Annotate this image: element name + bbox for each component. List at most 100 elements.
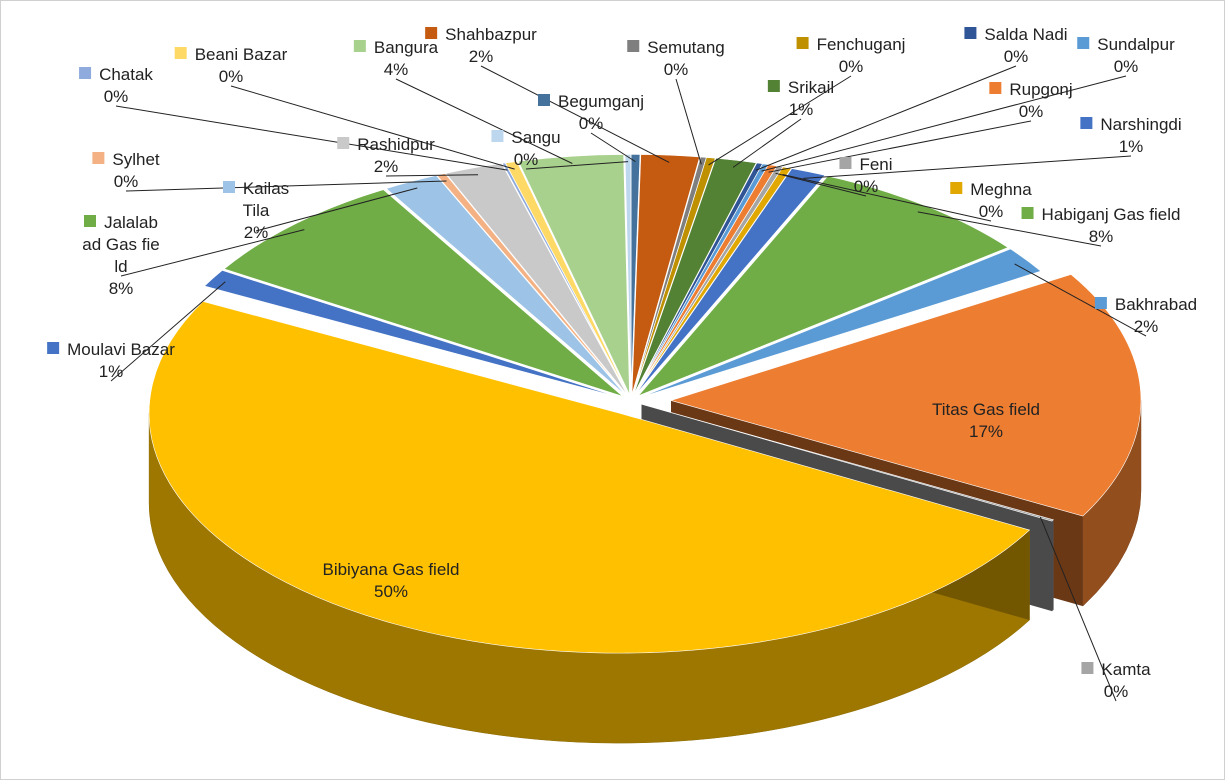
- legend-swatch: [1081, 662, 1094, 674]
- leader-line: [525, 161, 629, 170]
- leader-line: [385, 174, 479, 177]
- leader-line: [761, 75, 1127, 172]
- slice: [504, 161, 629, 395]
- label-name: Moulavi Bazar: [67, 340, 175, 359]
- data-label: Sundalpur 0%: [1077, 34, 1175, 78]
- legend-swatch: [337, 137, 350, 149]
- legend-swatch: [47, 342, 60, 354]
- label-name: Narshingdi: [1100, 115, 1182, 134]
- label-name: Rupgonj: [1009, 80, 1073, 99]
- label-percent: 0%: [853, 177, 879, 196]
- label-percent: 1%: [98, 362, 124, 381]
- legend-swatch: [222, 181, 235, 193]
- legend-swatch: [79, 67, 92, 79]
- label-name: Shahbazpur: [445, 25, 537, 44]
- legend-swatch: [767, 80, 780, 92]
- data-label: Fenchuganj 0%: [796, 34, 905, 78]
- leader-line: [1039, 516, 1117, 702]
- data-label: Srikail 1%: [767, 77, 835, 121]
- label-name: Meghna: [970, 180, 1032, 199]
- leader-line: [803, 155, 1132, 179]
- data-label: Rashidpur 2%: [337, 134, 435, 178]
- slice: [641, 403, 1054, 522]
- leader-line: [125, 180, 447, 192]
- leader-line: [768, 120, 1032, 173]
- slice: [632, 157, 716, 395]
- data-label: Chatak 0%: [79, 64, 153, 108]
- data-label: Meghna 0%: [950, 179, 1032, 223]
- slice: [223, 189, 623, 397]
- leader-line: [230, 85, 515, 170]
- leader-line: [395, 78, 573, 164]
- label-percent: 0%: [978, 202, 1004, 221]
- label-percent: 0%: [113, 172, 139, 191]
- label-percent: 2%: [1133, 317, 1159, 336]
- label-percent: 4%: [383, 60, 409, 79]
- label-percent: 0%: [218, 67, 244, 86]
- label-percent: 0%: [578, 114, 604, 133]
- label-name: Kamta: [1101, 660, 1151, 679]
- legend-swatch: [353, 40, 366, 52]
- leader-line: [917, 211, 1102, 247]
- leader-line: [775, 172, 867, 197]
- label-name: Feni: [859, 155, 893, 174]
- leader-line: [755, 65, 1017, 171]
- label-percent: 2%: [243, 223, 269, 242]
- label-name: Bibiyana Gas field: [322, 560, 460, 579]
- data-label: Semutang 0%: [627, 37, 725, 81]
- leader-line: [255, 187, 418, 232]
- label-percent: 0%: [838, 57, 864, 76]
- label-name: Bangura: [373, 38, 439, 57]
- label-name: Srikail: [787, 78, 835, 97]
- label-name: Sundalpur: [1097, 35, 1175, 54]
- label-name: Sangu: [511, 128, 561, 147]
- legend-swatch: [92, 152, 105, 164]
- label-name: Bakhrabad: [1114, 295, 1198, 314]
- data-label: Narshingdi 1%: [1080, 114, 1182, 158]
- label-percent: 0%: [1113, 57, 1139, 76]
- legend-swatch: [1080, 117, 1093, 129]
- label-percent: 8%: [1088, 227, 1114, 246]
- slice: [631, 154, 701, 395]
- legend-swatch: [1077, 37, 1090, 49]
- legend-swatch: [537, 94, 550, 106]
- leader-line: [110, 281, 226, 382]
- leader-line: [115, 105, 508, 171]
- label-name: Rashidpur: [357, 135, 435, 154]
- data-label: Beani Bazar 0%: [174, 44, 288, 88]
- slice: [640, 248, 1042, 398]
- label-percent: 2%: [373, 157, 399, 176]
- data-label: Feni 0%: [839, 154, 893, 198]
- slice: [148, 301, 1031, 654]
- legend-swatch: [174, 47, 187, 59]
- label-percent: 0%: [103, 87, 129, 106]
- label-name: Salda Nadi: [984, 25, 1068, 44]
- label-name: Habiganj Gas field: [1041, 205, 1181, 224]
- legend-swatch: [84, 215, 97, 227]
- label-percent: 0%: [1018, 102, 1044, 121]
- leader-line: [732, 118, 802, 168]
- leader-line: [708, 75, 852, 166]
- data-label: Jalalabad Gas field 8%: [81, 212, 161, 300]
- label-name: Titas Gas field: [931, 400, 1041, 419]
- data-label: Moulavi Bazar 1%: [47, 339, 175, 383]
- legend-swatch: [964, 27, 977, 39]
- label-percent: 17%: [968, 422, 1004, 441]
- label-percent: 50%: [373, 582, 409, 601]
- leader-line: [1014, 263, 1147, 337]
- slice: [633, 157, 757, 395]
- legend-swatch: [1021, 207, 1034, 219]
- data-label: Shahbazpur 2%: [425, 24, 537, 68]
- data-label: Kailas Tila 2%: [221, 178, 291, 244]
- label-name: Sylhet: [112, 150, 160, 169]
- label-percent: 1%: [1118, 137, 1144, 156]
- label-name: Beani Bazar: [194, 45, 288, 64]
- slice: [635, 168, 826, 396]
- label-percent: 8%: [108, 279, 134, 298]
- label-name: Semutang: [647, 38, 725, 57]
- slice: [634, 166, 792, 395]
- data-label: Rupgonj 0%: [989, 79, 1073, 123]
- data-label: Sangu 0%: [491, 127, 561, 171]
